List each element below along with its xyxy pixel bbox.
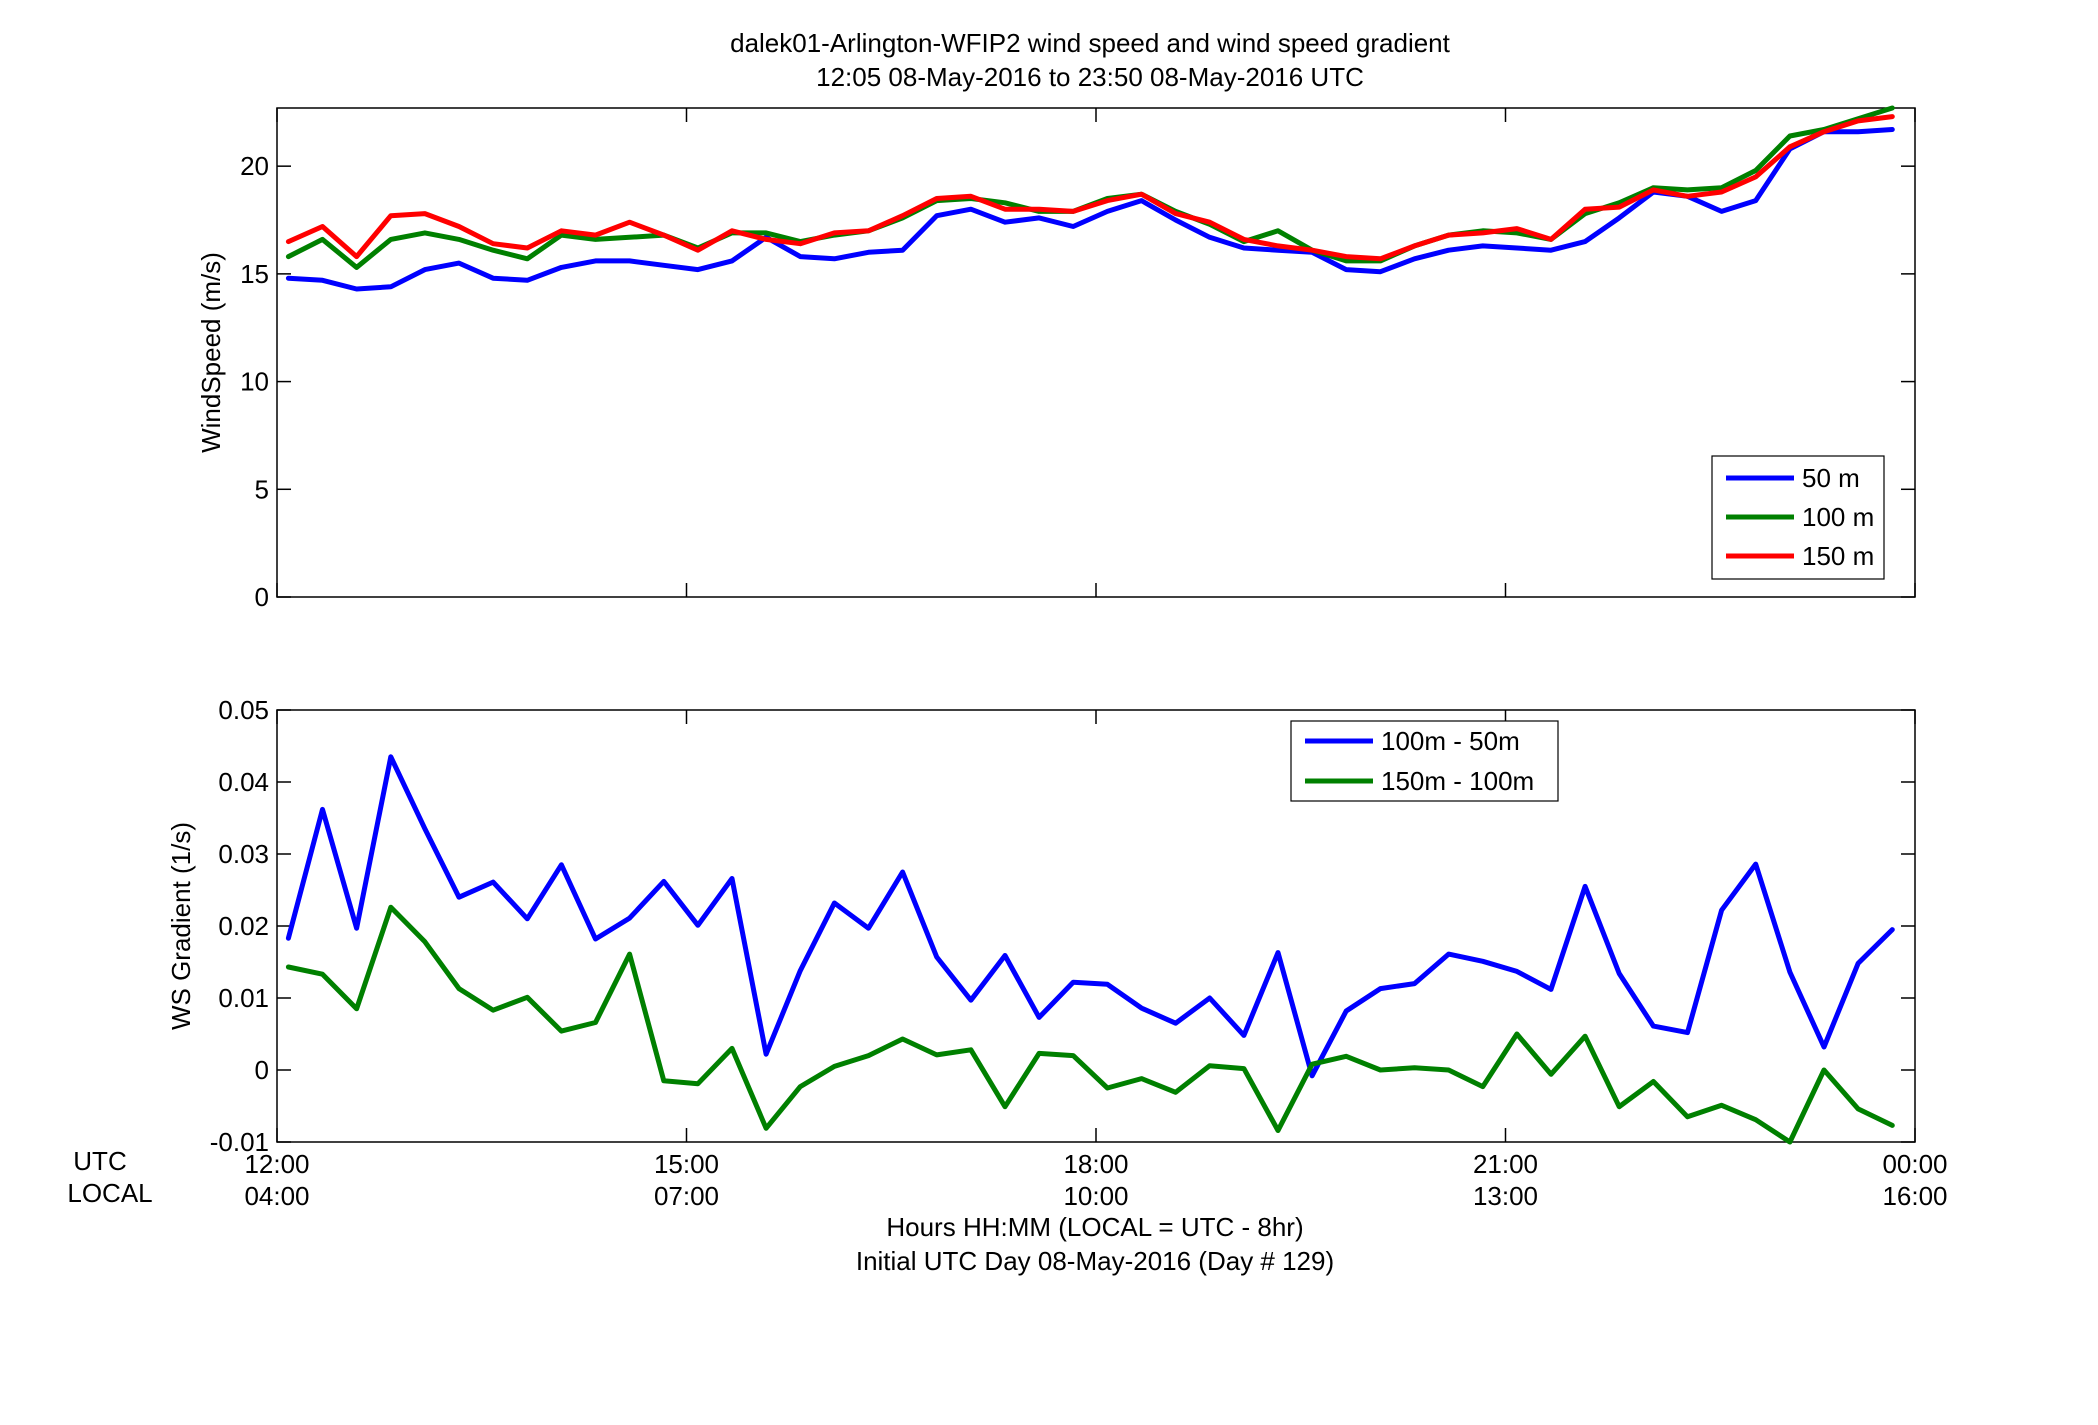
y-tick-label: 0.03 — [218, 839, 269, 869]
legend-box — [1290, 720, 1559, 802]
windspeed-panel: 0 5 10 15 20 WindSpeed (m/s) 50 m 100 m 150 m — [196, 105, 1916, 612]
y-tick-label: 5 — [255, 474, 269, 504]
y-tick-label: 0.02 — [218, 911, 269, 941]
x-tick-label-utc: 15:00 — [654, 1149, 719, 1179]
x-tick-label-local: 13:00 — [1473, 1181, 1538, 1211]
legend-label: 100 m — [1802, 502, 1874, 532]
x-axis-label-line2: Initial UTC Day 08-May-2016 (Day # 129) — [856, 1246, 1334, 1276]
x-tick-label-local: 10:00 — [1063, 1181, 1128, 1211]
y-tick-label: 10 — [240, 367, 269, 397]
series-line-100m-50m — [285, 754, 1895, 1079]
x-axis-label-line1: Hours HH:MM (LOCAL = UTC - 8hr) — [886, 1212, 1303, 1242]
x-tick-label-utc: 18:00 — [1063, 1149, 1128, 1179]
y-tick-label: 0.05 — [218, 695, 269, 725]
x-tick-label-local: 16:00 — [1882, 1181, 1947, 1211]
figure-title-line1: dalek01-Arlington-WFIP2 wind speed and w… — [730, 28, 1451, 58]
series-line-150m — [285, 114, 1895, 262]
legend-label: 50 m — [1802, 463, 1860, 493]
x-tick-label-local: 04:00 — [244, 1181, 309, 1211]
local-row-label: LOCAL — [67, 1178, 152, 1208]
legend-label: 100m - 50m — [1381, 726, 1520, 756]
x-tick-label-utc: 00:00 — [1882, 1149, 1947, 1179]
utc-row-label: UTC — [73, 1146, 126, 1176]
y-tick-label: 0.01 — [218, 983, 269, 1013]
series-line-100m — [285, 105, 1895, 270]
y-axis-label: WS Gradient (1/s) — [166, 822, 196, 1030]
y-tick-label: 0 — [255, 1055, 269, 1085]
y-tick-label: 0 — [255, 582, 269, 612]
figure-title-line2: 12:05 08-May-2016 to 23:50 08-May-2016 U… — [816, 62, 1364, 92]
x-tick-label-utc: 21:00 — [1473, 1149, 1538, 1179]
legend-label: 150m - 100m — [1381, 766, 1534, 796]
series-line-50m — [285, 127, 1895, 292]
axes-box — [276, 107, 1916, 598]
x-tick-label-local: 07:00 — [654, 1181, 719, 1211]
y-tick-label: -0.01 — [210, 1127, 269, 1157]
legend: 100m - 50m 150m - 100m — [1290, 720, 1559, 802]
y-tick-label: 20 — [240, 151, 269, 181]
y-tick-label: 0.04 — [218, 767, 269, 797]
series-line-150m-100m — [285, 904, 1895, 1145]
y-tick-label: 15 — [240, 259, 269, 289]
y-axis-label: WindSpeed (m/s) — [196, 252, 226, 453]
x-tick-label-utc: 12:00 — [244, 1149, 309, 1179]
legend: 50 m 100 m 150 m — [1711, 455, 1885, 580]
legend-label: 150 m — [1802, 541, 1874, 571]
